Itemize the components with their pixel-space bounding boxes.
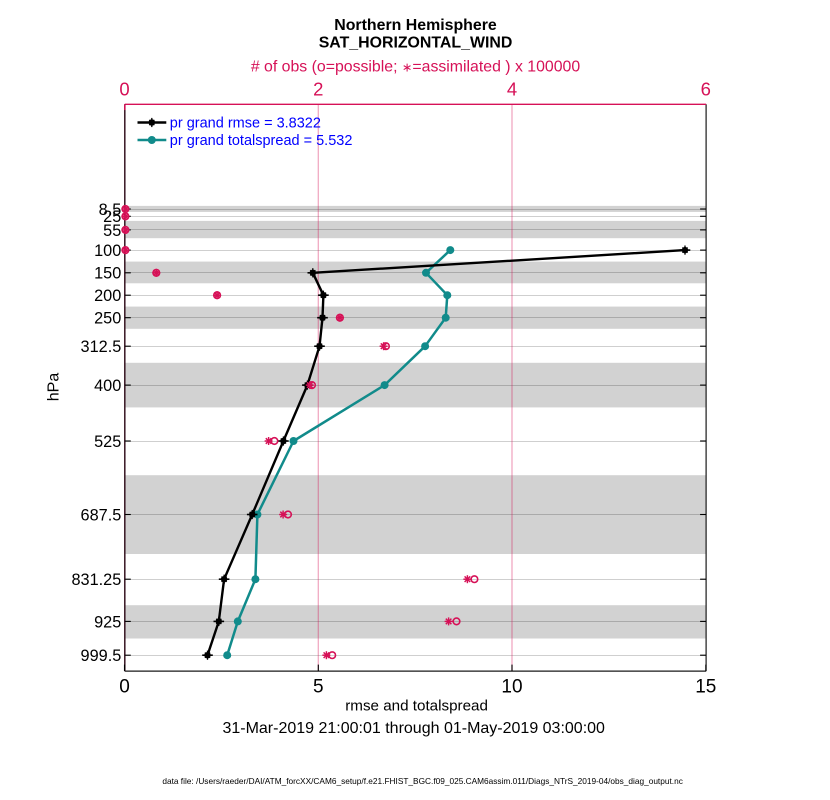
svg-text:312.5: 312.5	[81, 338, 122, 356]
svg-text:8.5: 8.5	[99, 201, 122, 219]
svg-text:150: 150	[94, 265, 121, 283]
svg-text:Northern Hemisphere: Northern Hemisphere	[334, 17, 497, 34]
svg-text:SAT_HORIZONTAL_WIND: SAT_HORIZONTAL_WIND	[319, 35, 513, 52]
svg-text:0: 0	[119, 676, 130, 697]
svg-text:31-Mar-2019 21:00:01 through 0: 31-Mar-2019 21:00:01 through 01-May-2019…	[222, 720, 605, 737]
svg-text:2: 2	[313, 78, 323, 99]
svg-text:400: 400	[94, 377, 121, 395]
svg-text:pr grand totalspread = 5.532: pr grand totalspread = 5.532	[170, 133, 353, 149]
svg-text:100: 100	[94, 242, 121, 260]
svg-text:pr grand rmse = 3.8322: pr grand rmse = 3.8322	[170, 115, 321, 131]
svg-text:0: 0	[119, 78, 129, 99]
svg-text:250: 250	[94, 310, 121, 328]
svg-text:25: 25	[103, 208, 121, 226]
svg-text:687.5: 687.5	[81, 506, 122, 524]
svg-text:5: 5	[313, 676, 324, 697]
svg-text:data file: /Users/raeder/DAI/A: data file: /Users/raeder/DAI/ATM_forcXX/…	[162, 776, 683, 786]
svg-text:525: 525	[94, 433, 121, 451]
svg-text:6: 6	[701, 78, 711, 99]
svg-text:10: 10	[501, 676, 522, 697]
svg-text:rmse and totalspread: rmse and totalspread	[345, 697, 488, 714]
svg-text:925: 925	[94, 613, 121, 631]
svg-text:15: 15	[695, 676, 716, 697]
svg-text:999.5: 999.5	[81, 647, 122, 665]
svg-text:55: 55	[103, 222, 121, 240]
svg-text:200: 200	[94, 287, 121, 305]
svg-text:# of obs (o=possible; ∗=assimi: # of obs (o=possible; ∗=assimilated ) x …	[251, 59, 581, 76]
svg-text:831.25: 831.25	[71, 571, 121, 589]
svg-text:4: 4	[507, 78, 517, 99]
svg-text:hPa: hPa	[46, 373, 63, 402]
